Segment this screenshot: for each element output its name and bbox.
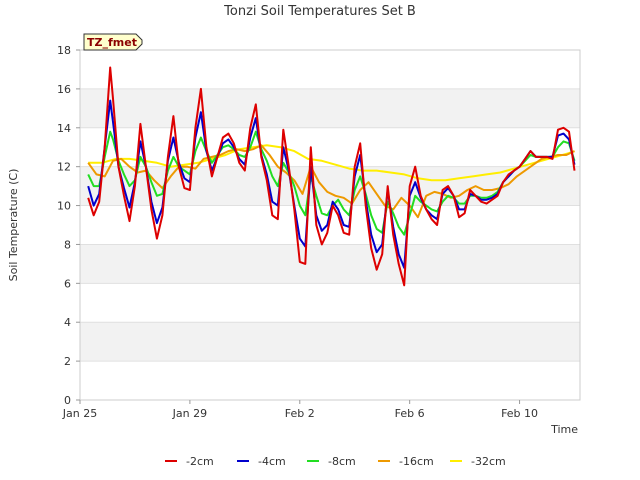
x-axis-label: Time	[550, 423, 578, 436]
legend-item: -4cm	[237, 455, 286, 468]
grid-band	[80, 361, 580, 400]
x-tick-label: Feb 10	[501, 407, 538, 420]
x-tick-label: Feb 2	[285, 407, 315, 420]
y-tick-label: 10	[57, 200, 71, 213]
grid-band	[80, 322, 580, 362]
y-axis-label: Soil Temperature (C)	[7, 169, 20, 282]
x-tick-label: Jan 25	[62, 407, 97, 420]
y-tick-label: 4	[64, 316, 71, 329]
badge-shape	[83, 33, 143, 51]
legend-label: -2cm	[186, 455, 214, 468]
legend-item: -16cm	[378, 455, 434, 468]
badge-label: TZ_fmet	[87, 36, 137, 49]
legend-item: -8cm	[307, 455, 356, 468]
tz-fmet-badge: TZ_fmet	[83, 33, 143, 51]
series-line-minus-32cm	[88, 144, 575, 182]
legend-item: -32cm	[450, 455, 506, 468]
x-tick-label: Feb 6	[395, 407, 425, 420]
grid-bands	[80, 49, 580, 401]
grid-band	[80, 88, 580, 128]
y-tick-label: 18	[57, 44, 71, 57]
y-tick-label: 12	[57, 161, 71, 174]
legend-item: -2cm	[165, 455, 214, 468]
legend: -2cm -4cm -8cm -16cm -32cm	[165, 455, 506, 468]
y-tick-label: 14	[57, 122, 71, 135]
plot-frame	[79, 49, 581, 401]
grid-band	[80, 244, 580, 284]
legend-label: -32cm	[471, 455, 506, 468]
y-axis-ticks: 0 2 4 6 8 10 12 14 16 18	[57, 44, 80, 407]
legend-label: -16cm	[399, 455, 434, 468]
series-line-minus-2cm	[87, 66, 576, 287]
legend-label: -8cm	[328, 455, 356, 468]
chart-title: Tonzi Soil Temperatures Set B	[223, 4, 416, 19]
series-line-minus-16cm	[87, 144, 575, 219]
series-lines	[87, 66, 576, 287]
grid-band	[80, 283, 580, 323]
y-tick-label: 2	[64, 355, 71, 368]
grid-band	[80, 127, 580, 167]
y-tick-label: 8	[64, 238, 71, 251]
y-tick-label: 16	[57, 83, 71, 96]
y-tick-label: 6	[64, 277, 71, 290]
y-tick-label: 0	[64, 394, 71, 407]
x-axis-ticks: Jan 25 Jan 29 Feb 2 Feb 6 Feb 10	[62, 400, 538, 420]
grid-band	[80, 50, 580, 89]
x-tick-label: Jan 29	[172, 407, 207, 420]
legend-label: -4cm	[258, 455, 286, 468]
